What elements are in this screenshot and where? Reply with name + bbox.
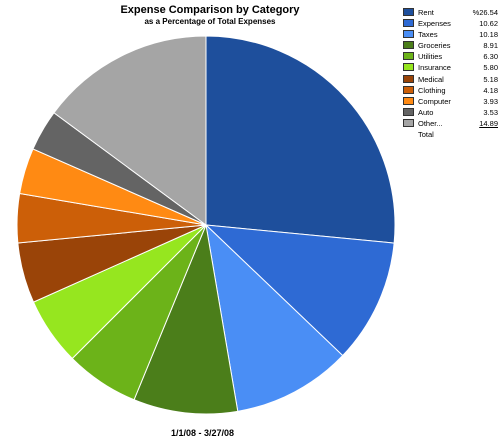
pie-slice-rent	[205, 35, 396, 244]
legend-value: 14.89	[479, 118, 498, 128]
legend-label: Medical	[418, 74, 444, 84]
legend-swatch	[403, 41, 414, 50]
chart-subtitle: as a Percentage of Total Expenses	[144, 17, 276, 26]
pie-slice-other	[53, 35, 207, 226]
legend-label: Other...	[418, 118, 443, 128]
legend-item: Taxes 10.18	[402, 29, 500, 40]
pie-slice-expenses	[204, 224, 395, 357]
pie-slice-groceries	[133, 223, 239, 415]
legend-swatch	[403, 107, 414, 116]
legend-value: 5.80	[483, 63, 498, 73]
legend-swatch	[403, 118, 414, 127]
legend-value: 6.30	[483, 52, 498, 62]
legend-label: Expenses	[418, 19, 451, 29]
legend-swatch	[403, 74, 414, 83]
legend-item: Groceries 8.91	[402, 40, 500, 51]
pie-slice-taxes	[205, 223, 344, 412]
legend-item: Expenses 10.62	[402, 18, 500, 29]
legend-label: Insurance	[418, 63, 451, 73]
legend-item: Auto 3.53	[402, 107, 500, 118]
legend-swatch	[403, 63, 414, 72]
legend-label: Taxes	[418, 30, 438, 40]
legend-label: Clothing	[418, 85, 446, 95]
legend-item: Computer 3.93	[402, 96, 500, 107]
legend-value: 10.62	[479, 19, 498, 29]
legend-total-label: Total	[418, 130, 434, 140]
legend-item: Insurance 5.80	[402, 62, 500, 73]
legend-item: Medical 5.18	[402, 74, 500, 85]
date-range-label: 1/1/08 - 3/27/08	[170, 428, 235, 438]
legend-value: 4.18	[483, 85, 498, 95]
pie-chart	[16, 35, 396, 415]
legend-total-row: Total	[402, 129, 500, 140]
legend: Rent %26.54 Expenses 10.62 Taxes 10.18 Groceri…	[402, 7, 500, 140]
legend-swatch	[403, 30, 414, 39]
legend-label: Auto	[418, 107, 434, 117]
legend-swatch	[403, 96, 414, 105]
legend-item: Other... 14.89	[402, 118, 500, 129]
legend-value: 10.18	[479, 30, 498, 40]
legend-item: Utilities 6.30	[402, 51, 500, 62]
legend-label: Utilities	[418, 52, 443, 62]
legend-item: Rent %26.54	[402, 7, 500, 18]
chart-title: Expense Comparison by Category	[120, 4, 300, 16]
legend-value: 5.18	[483, 74, 498, 84]
legend-label: Computer	[418, 96, 451, 106]
legend-item: Clothing 4.18	[402, 85, 500, 96]
legend-swatch	[403, 85, 414, 94]
legend-value: 3.53	[483, 107, 498, 117]
legend-label: Groceries	[418, 41, 451, 51]
legend-value: %26.54	[472, 8, 498, 17]
legend-swatch	[403, 8, 414, 16]
legend-value: 3.93	[483, 96, 498, 106]
legend-swatch	[403, 19, 414, 28]
legend-label: Rent	[418, 8, 434, 17]
legend-swatch	[403, 52, 414, 61]
legend-value: 8.91	[483, 41, 498, 51]
